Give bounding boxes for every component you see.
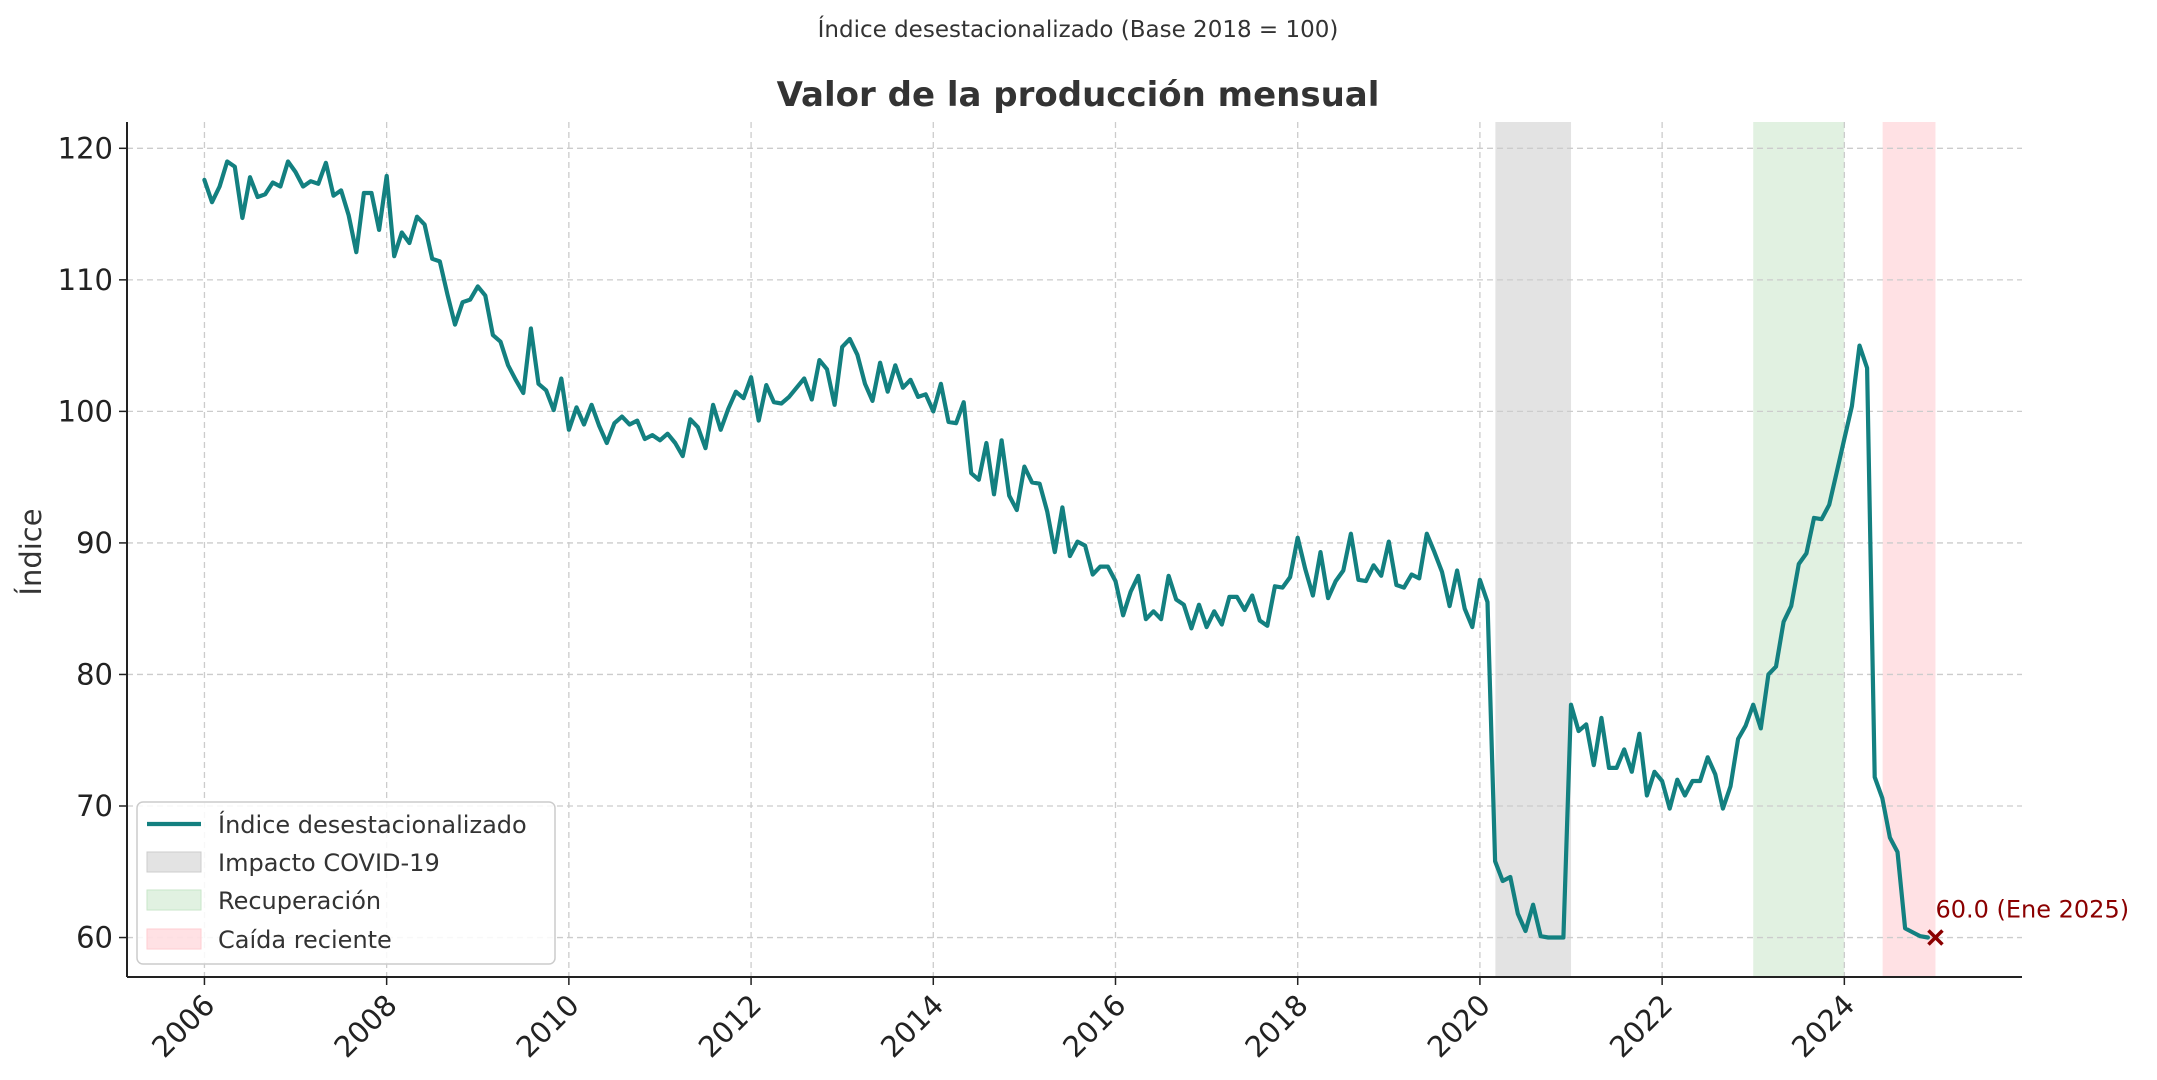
annotation-label: 60.0 (Ene 2025)	[1935, 896, 2129, 924]
shaded-region	[1882, 122, 1936, 977]
x-tick-label: 2014	[874, 988, 950, 1064]
series-line	[202, 159, 1931, 940]
legend-swatch	[146, 851, 202, 873]
legend-label: Recuperación	[218, 887, 381, 915]
y-tick-label: 80	[76, 657, 113, 691]
legend-label: Índice desestacionalizado	[218, 810, 527, 839]
series-layer	[202, 159, 1931, 940]
annotation-marker	[1927, 929, 1944, 946]
legend: Índice desestacionalizado Impacto COVID-1…	[136, 801, 556, 965]
y-tick-label: 120	[58, 131, 113, 165]
legend-swatch	[146, 928, 202, 950]
y-tick-label: 110	[58, 263, 113, 297]
x-tick-label: 2008	[327, 988, 403, 1064]
x-tick-label: 2020	[1421, 988, 1497, 1064]
x-tick-label: 2022	[1603, 988, 1679, 1064]
x-tick-label: 2018	[1238, 988, 1314, 1064]
y-tick-label: 60	[76, 921, 113, 955]
x-tick-label: 2016	[1056, 988, 1132, 1064]
y-tick-label: 70	[76, 789, 113, 823]
y-tick-label: 90	[76, 526, 113, 560]
shaded-region	[1753, 122, 1845, 977]
legend-swatch	[146, 889, 202, 911]
x-tick-label: 2024	[1785, 988, 1861, 1064]
x-tick-label: 2012	[692, 988, 768, 1064]
y-axis-label: Índice	[14, 508, 48, 595]
chart-suptitle: Índice desestacionalizado (Base 2018 = 1…	[818, 15, 1339, 43]
y-tick-label: 100	[58, 394, 113, 428]
legend-label: Caída reciente	[218, 926, 392, 954]
x-tick-label: 2006	[145, 988, 221, 1064]
shaded-regions	[1495, 122, 1936, 977]
x-tick-label: 2010	[510, 988, 586, 1064]
chart-title: Valor de la producción mensual	[777, 75, 1380, 115]
annotation-layer: 60.0 (Ene 2025)	[1927, 896, 2129, 946]
legend-label: Impacto COVID-19	[218, 849, 440, 877]
shaded-region	[1495, 122, 1572, 977]
legend-box	[136, 801, 556, 965]
